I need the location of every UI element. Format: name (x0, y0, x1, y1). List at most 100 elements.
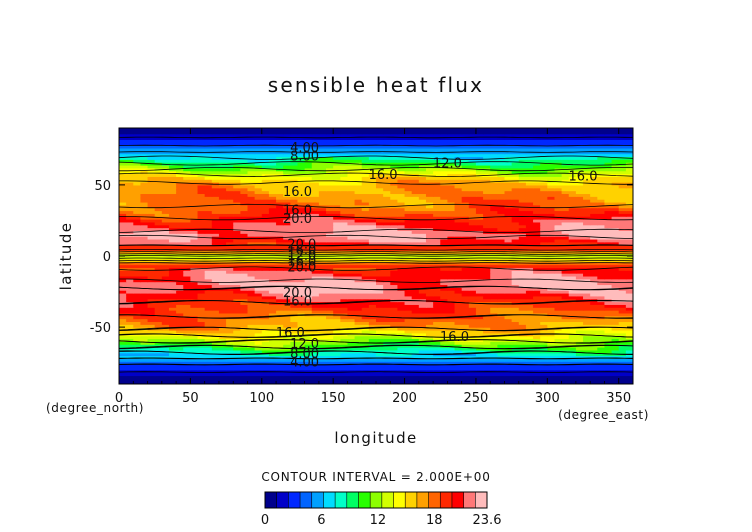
heatmap-cell (368, 304, 377, 308)
heatmap-cell (197, 201, 206, 206)
heatmap-cell (354, 324, 363, 328)
heatmap-cell (218, 230, 227, 234)
heatmap-cell (554, 290, 563, 294)
heatmap-cell (261, 366, 270, 371)
heatmap-cell (618, 364, 627, 368)
heatmap-cell (618, 304, 627, 308)
heatmap-cell (147, 321, 156, 325)
heatmap-cell (326, 378, 334, 382)
heatmap-cell (283, 199, 291, 203)
heatmap-cell (511, 190, 520, 195)
heatmap-cell (318, 190, 327, 195)
heatmap-cell (190, 199, 199, 203)
heatmap-cell (333, 201, 341, 206)
heatmap-cell (247, 227, 256, 231)
heatmap-cell (461, 236, 470, 240)
heatmap-cell (276, 199, 284, 203)
heatmap-cell (483, 250, 491, 254)
heatmap-cell (168, 233, 177, 237)
heatmap-cell (468, 355, 477, 359)
heatmap-cell (204, 335, 213, 340)
heatmap-cell (618, 355, 627, 359)
heatmap-cell (397, 295, 406, 300)
heatmap-cell (497, 352, 506, 357)
heatmap-cell (119, 219, 127, 223)
heatmap-cell (611, 341, 620, 345)
heatmap-cell (304, 275, 313, 280)
heatmap-cell (547, 366, 556, 371)
heatmap-cell (276, 349, 284, 354)
heatmap-cell (483, 190, 491, 195)
heatmap-cell (347, 210, 356, 214)
heatmap-cell (497, 210, 506, 214)
heatmap-cell (126, 341, 134, 345)
heatmap-cell (218, 241, 227, 246)
heatmap-cell (290, 241, 299, 246)
heatmap-cell (226, 304, 234, 308)
heatmap-cell (304, 247, 313, 251)
heatmap-cell (604, 361, 613, 365)
heatmap-cell (411, 210, 420, 214)
heatmap-cell (525, 278, 534, 283)
heatmap-cell (540, 338, 548, 342)
heatmap-cell (161, 204, 170, 209)
heatmap-cell (268, 341, 277, 345)
heatmap-cell (211, 224, 220, 229)
heatmap-cell (311, 184, 320, 189)
heatmap-cell (618, 190, 627, 195)
heatmap-cell (511, 224, 520, 229)
heatmap-cell (461, 193, 470, 197)
heatmap-cell (475, 332, 484, 337)
heatmap-cell (397, 201, 406, 206)
heatmap-cell (318, 275, 327, 280)
heatmap-cell (483, 244, 491, 249)
heatmap-cell (468, 307, 477, 311)
heatmap-cell (554, 247, 563, 251)
heatmap-cell (533, 307, 541, 311)
heatmap-cell (190, 284, 199, 288)
heatmap-cell (590, 213, 598, 217)
heatmap-cell (597, 278, 606, 283)
heatmap-cell (618, 284, 627, 288)
heatmap-cell (497, 378, 506, 382)
heatmap-cell (254, 207, 263, 212)
heatmap-cell (304, 324, 313, 328)
heatmap-cell (240, 190, 249, 195)
heatmap-cell (525, 244, 534, 249)
heatmap-cell (268, 213, 277, 217)
heatmap-cell (140, 270, 149, 274)
heatmap-cell (276, 270, 284, 274)
heatmap-cell (283, 256, 291, 260)
heatmap-cell (533, 284, 541, 288)
heatmap-cell (533, 216, 541, 220)
heatmap-cell (540, 219, 548, 223)
heatmap-cell (518, 324, 527, 328)
heatmap-cell (625, 338, 633, 342)
heatmap-cell (304, 256, 313, 260)
heatmap-cell (326, 295, 334, 300)
heatmap-cell (283, 335, 291, 340)
heatmap-cell (504, 190, 513, 195)
heatmap-cell (611, 292, 620, 297)
heatmap-cell (368, 204, 377, 209)
heatmap-cell (247, 193, 256, 197)
heatmap-cell (440, 213, 448, 217)
heatmap-cell (154, 298, 163, 303)
heatmap-cell (490, 341, 498, 345)
heatmap-cell (119, 199, 127, 203)
heatmap-cell (461, 295, 470, 300)
heatmap-cell (533, 238, 541, 243)
heatmap-cell (311, 329, 320, 334)
heatmap-cell (554, 187, 563, 192)
heatmap-cell (604, 378, 613, 382)
heatmap-cell (133, 213, 142, 217)
heatmap-cell (283, 253, 291, 257)
heatmap-cell (368, 298, 377, 303)
heatmap-cell (276, 315, 284, 320)
heatmap-cell (211, 307, 220, 311)
heatmap-cell (404, 267, 413, 271)
heatmap-cell (247, 378, 256, 382)
heatmap-cell (368, 338, 377, 342)
heatmap-cell (268, 318, 277, 323)
heatmap-cell (318, 193, 327, 197)
